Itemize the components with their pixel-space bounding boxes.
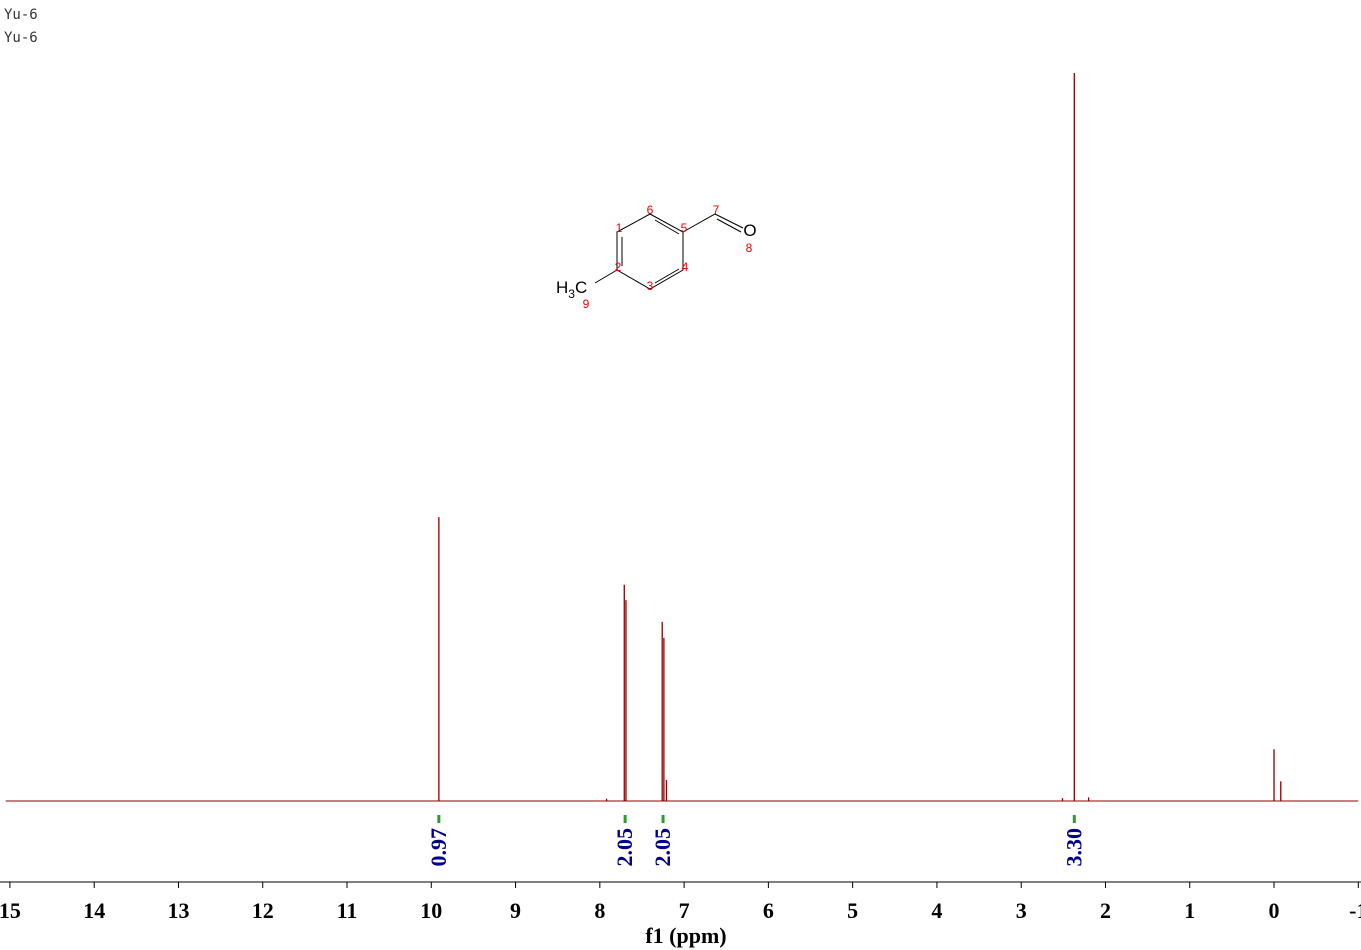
- atom-number: 9: [583, 297, 590, 311]
- x-tick-label: 12: [252, 898, 274, 923]
- header-line: Yu-6: [4, 7, 38, 23]
- integral-marker: [1072, 815, 1076, 823]
- x-tick-label: 11: [337, 898, 358, 923]
- x-axis-label: f1 (ppm): [645, 923, 726, 948]
- integral-marker: [623, 815, 627, 823]
- atom-number: 3: [647, 279, 654, 293]
- atom-label: O: [743, 221, 756, 240]
- header-line: Yu-6: [4, 30, 38, 46]
- integral-label: 2.05: [612, 828, 637, 867]
- x-tick-label: 3: [1016, 898, 1027, 923]
- atom-number: 1: [616, 221, 623, 235]
- x-tick-label: 9: [510, 898, 521, 923]
- integral-label: 0.97: [426, 828, 451, 867]
- atom-number: 5: [681, 221, 688, 235]
- structure: 1 2 3 4 5 6 7 8 9 O H3C: [556, 203, 757, 311]
- atom-number: 4: [682, 260, 689, 274]
- atom-number: 6: [647, 203, 654, 217]
- x-tick-label: 0: [1269, 898, 1280, 923]
- atom-number: 2: [615, 260, 622, 274]
- integral-label: 3.30: [1061, 828, 1086, 867]
- integral-label: 2.05: [650, 828, 675, 867]
- x-tick-label: 15: [0, 898, 21, 923]
- x-tick-label: 5: [847, 898, 858, 923]
- integral-marker: [437, 815, 441, 823]
- x-tick-label: 14: [83, 898, 105, 923]
- x-tick-label: 13: [167, 898, 189, 923]
- atom-label: H3C: [556, 278, 587, 301]
- x-tick-label: 8: [594, 898, 605, 923]
- x-tick-label: 4: [931, 898, 942, 923]
- integral-marker: [661, 815, 665, 823]
- x-tick-label: 7: [679, 898, 690, 923]
- atom-number: 7: [713, 203, 720, 217]
- x-tick-label: 1: [1184, 898, 1195, 923]
- x-tick-label: -1: [1349, 898, 1361, 923]
- x-tick-label: 2: [1100, 898, 1111, 923]
- x-tick-label: 10: [420, 898, 442, 923]
- atom-number: 8: [746, 241, 753, 255]
- x-tick-label: 6: [763, 898, 774, 923]
